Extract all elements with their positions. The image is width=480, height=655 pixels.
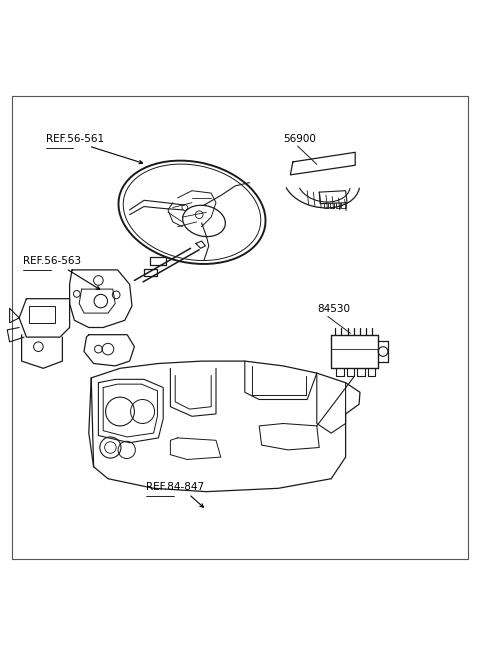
Text: REF.56-563: REF.56-563 (23, 256, 81, 266)
Text: REF.56-561: REF.56-561 (46, 134, 104, 143)
Text: 56900: 56900 (283, 134, 316, 143)
Text: REF.84-847: REF.84-847 (146, 482, 204, 492)
Text: 84530: 84530 (317, 304, 350, 314)
